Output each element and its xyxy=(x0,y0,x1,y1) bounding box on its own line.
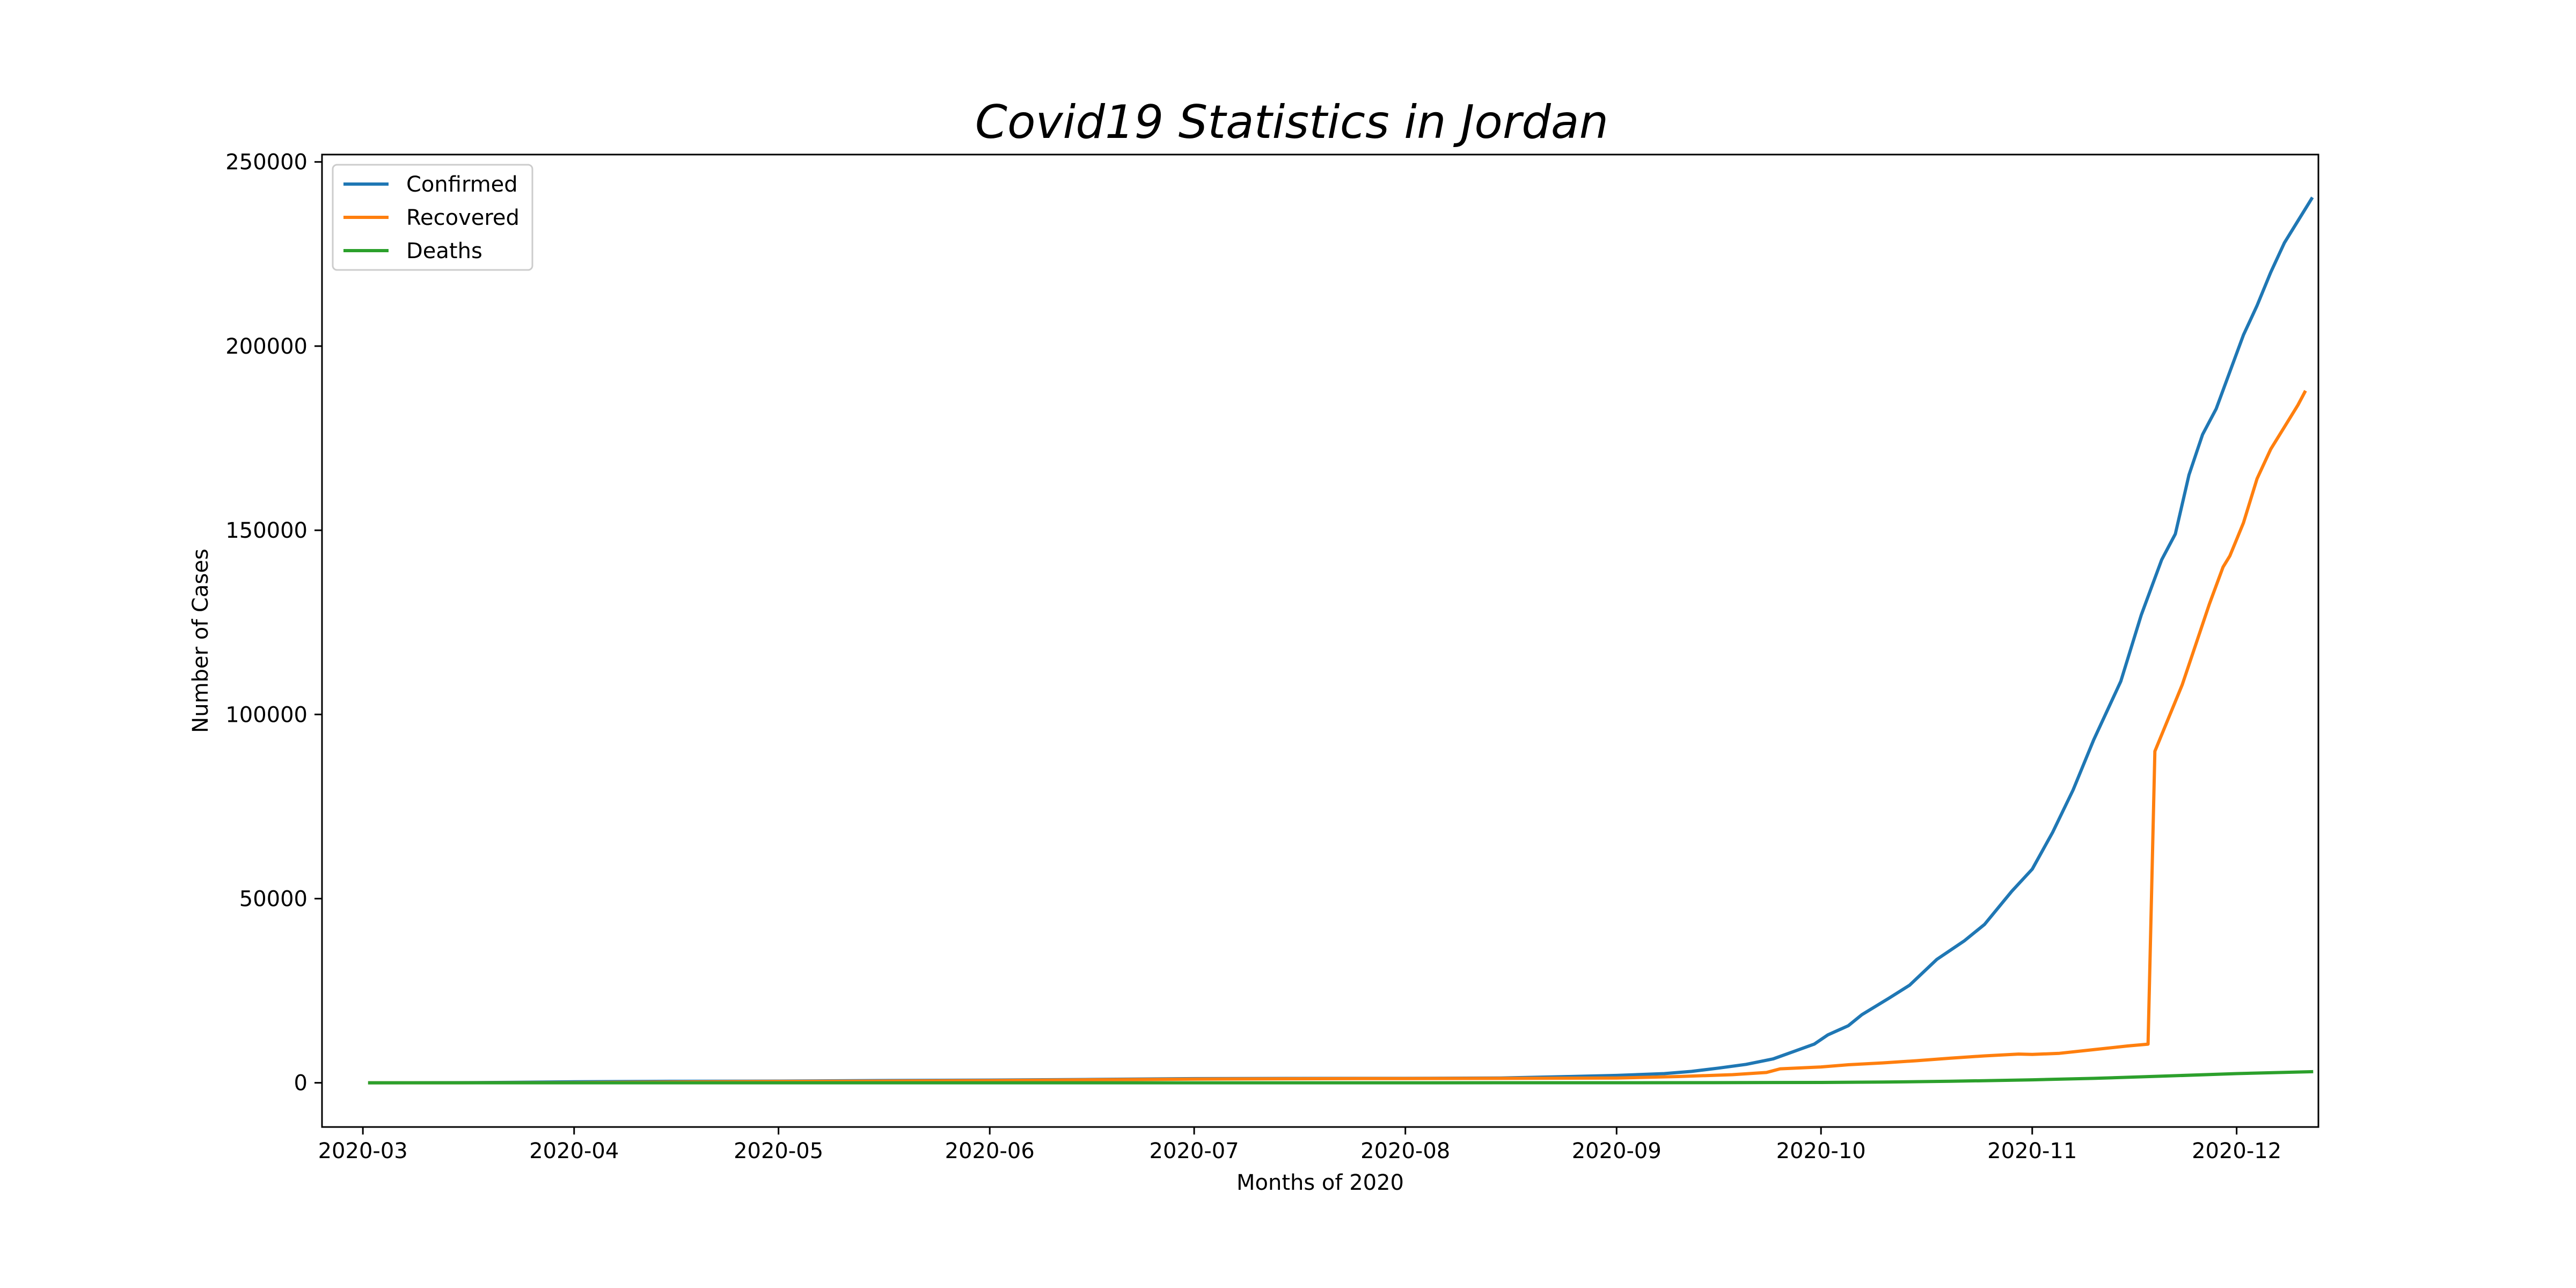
legend-entries: Confirmed Recovered Deaths xyxy=(343,172,519,264)
x-tick-label: 2020-09 xyxy=(1572,1139,1662,1163)
y-tick-label: 250000 xyxy=(225,150,308,175)
x-tick-label: 2020-06 xyxy=(945,1139,1035,1163)
x-axis: 2020-03 2020-04 2020-05 2020-06 2020-07 2020-… xyxy=(318,1127,2281,1163)
x-tick-label: 2020-05 xyxy=(734,1139,823,1163)
x-axis-label: Months of 2020 xyxy=(1236,1170,1404,1195)
legend-label-deaths: Deaths xyxy=(406,239,482,264)
series-layer xyxy=(368,196,2314,1085)
series-line-deaths xyxy=(368,1070,2314,1085)
y-tick-label: 150000 xyxy=(225,518,308,543)
plot-area xyxy=(321,153,2319,1128)
legend: Confirmed Recovered Deaths xyxy=(332,164,533,271)
x-tick-label: 2020-12 xyxy=(2192,1139,2281,1163)
x-tick-label: 2020-10 xyxy=(1776,1139,1866,1163)
y-tick-label: 100000 xyxy=(225,702,308,727)
y-axis-label: Number of Cases xyxy=(188,548,213,733)
y-axis: 0 50000 100000 150000 200000 250000 xyxy=(225,150,322,1096)
legend-frame xyxy=(332,164,533,271)
x-tick-label: 2020-03 xyxy=(318,1139,408,1163)
y-tick-label: 0 xyxy=(294,1071,308,1096)
chart-title: Covid19 Statistics in Jordan xyxy=(975,96,1608,149)
series-line-recovered xyxy=(368,390,2307,1085)
legend-label-confirmed: Confirmed xyxy=(406,172,518,197)
legend-label-recovered: Recovered xyxy=(406,206,519,230)
x-tick-label: 2020-04 xyxy=(529,1139,619,1163)
x-tick-label: 2020-08 xyxy=(1360,1139,1450,1163)
x-tick-label: 2020-11 xyxy=(1987,1139,2077,1163)
x-tick-label: 2020-07 xyxy=(1150,1139,1239,1163)
y-tick-label: 50000 xyxy=(239,887,308,911)
plot-frame xyxy=(321,153,2319,1128)
y-tick-label: 200000 xyxy=(225,334,308,359)
